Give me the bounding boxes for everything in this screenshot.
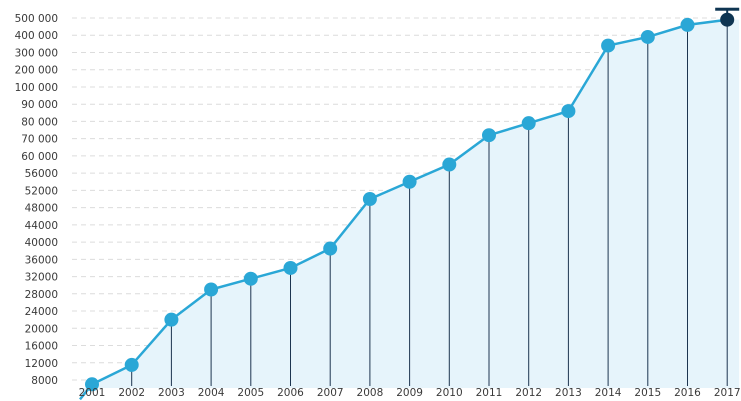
data-point (323, 241, 338, 256)
y-tick-label: 36000 (25, 254, 58, 266)
data-point (720, 12, 735, 27)
x-tick-label: 2016 (674, 387, 701, 399)
x-tick-label: 2012 (515, 387, 542, 399)
data-point (283, 260, 298, 275)
y-tick-label: 60 000 (21, 151, 58, 163)
y-tick-label: 500 000 (15, 13, 58, 25)
y-tick-label: 40000 (25, 237, 58, 249)
y-tick-label: 52000 (25, 185, 58, 197)
x-tick-label: 2003 (158, 387, 185, 399)
x-tick-label: 2009 (396, 387, 423, 399)
drop-lines (91, 19, 728, 386)
data-point (680, 17, 695, 32)
y-tick-label: 80 000 (21, 116, 58, 128)
y-tick-label: 44000 (25, 220, 58, 232)
data-point (601, 38, 616, 53)
x-tick-label: 2007 (317, 387, 344, 399)
y-tick-label: 90 000 (21, 99, 58, 111)
x-tick-label: 2017 (714, 387, 741, 399)
y-tick-label: 8000 (31, 375, 58, 387)
y-tick-label: 200 000 (15, 65, 58, 77)
x-tick-label: 2013 (555, 387, 582, 399)
y-tick-label: 28000 (25, 289, 58, 301)
data-point (402, 174, 417, 189)
y-tick-label: 16000 (25, 341, 58, 353)
y-tick-label: 12000 (25, 358, 58, 370)
data-point (482, 128, 496, 143)
data-point (521, 116, 536, 131)
x-tick-label: 2005 (237, 387, 264, 399)
y-tick-label: 32000 (25, 272, 58, 284)
y-tick-label: 20000 (25, 323, 58, 335)
x-tick-label: 2010 (436, 387, 463, 399)
x-axis-ticks: 2001 2002 2003 2004 2005 2006 2007 2008 2009 2010… (79, 387, 741, 399)
y-tick-label: 48000 (25, 203, 58, 215)
data-point (362, 192, 377, 206)
x-tick-label: 2015 (634, 387, 661, 399)
y-tick-label: 300 000 (15, 47, 58, 59)
data-point (243, 271, 258, 286)
x-tick-label: 2004 (198, 387, 225, 399)
x-tick-label: 2001 (79, 387, 106, 399)
y-axis-ticks: 8000 12000 16000 20000 24000 28000 32000 36000 4… (15, 13, 58, 387)
x-tick-label: 2006 (277, 387, 304, 399)
y-tick-label: 24000 (25, 306, 58, 318)
data-point (561, 104, 576, 119)
data-point (124, 357, 139, 372)
data-point (640, 29, 655, 44)
data-point (204, 282, 219, 297)
data-markers (85, 12, 735, 392)
y-tick-label: 100 000 (15, 82, 58, 94)
data-point (164, 312, 179, 327)
x-tick-label: 2008 (357, 387, 384, 399)
data-point (85, 377, 99, 392)
x-tick-label: 2014 (595, 387, 622, 399)
y-tick-label: 56000 (25, 168, 58, 180)
data-point (442, 157, 457, 172)
x-tick-label: 2011 (476, 387, 503, 399)
y-tick-label: 400 000 (15, 30, 58, 42)
y-tick-label: 70 000 (21, 134, 58, 146)
x-tick-label: 2002 (118, 387, 145, 399)
pin-icon (715, 7, 740, 15)
